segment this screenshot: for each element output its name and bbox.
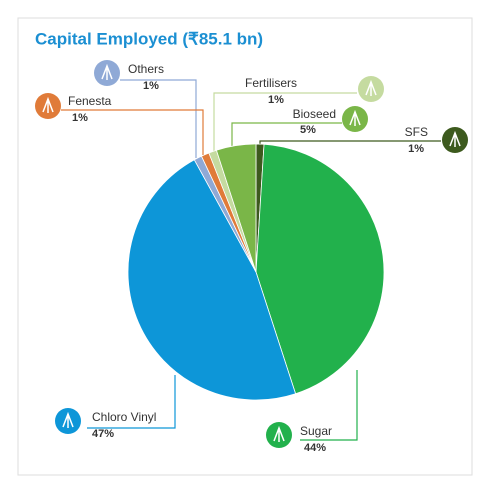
leader-line <box>61 109 204 155</box>
value-label: 1% <box>143 80 159 92</box>
icon-glyph <box>42 96 54 113</box>
pie-slice <box>255 143 385 395</box>
slice-label: Fenesta <box>68 94 112 108</box>
slice-label: Sugar <box>300 424 332 438</box>
leader-line <box>213 92 357 152</box>
leader-line <box>87 375 176 429</box>
slice-label: Fertilisers <box>245 76 297 90</box>
value-label: 1% <box>408 143 424 155</box>
value-label: 1% <box>72 112 88 124</box>
icon-glyph <box>62 411 74 428</box>
slice-label: Bioseed <box>293 107 336 121</box>
value-label: 47% <box>92 428 114 440</box>
chart-title: Capital Employed (₹85.1 bn) <box>35 29 263 48</box>
slice-label: Others <box>128 62 164 76</box>
icon-glyph <box>449 130 461 147</box>
slice-label: Chloro Vinyl <box>92 410 156 424</box>
slice-label: SFS <box>405 125 428 139</box>
icon-glyph <box>365 79 377 96</box>
value-label: 5% <box>300 124 316 136</box>
leader-line <box>231 122 342 148</box>
leader-line <box>120 79 197 158</box>
leader-line <box>300 370 358 441</box>
frame <box>17 17 473 476</box>
pie-slice <box>215 143 257 273</box>
icon-glyph <box>273 425 285 442</box>
pie-slice <box>127 159 297 401</box>
icon-glyph <box>349 109 361 126</box>
value-label: 44% <box>304 442 326 454</box>
value-label: 1% <box>268 94 284 106</box>
icon-glyph <box>101 63 113 80</box>
